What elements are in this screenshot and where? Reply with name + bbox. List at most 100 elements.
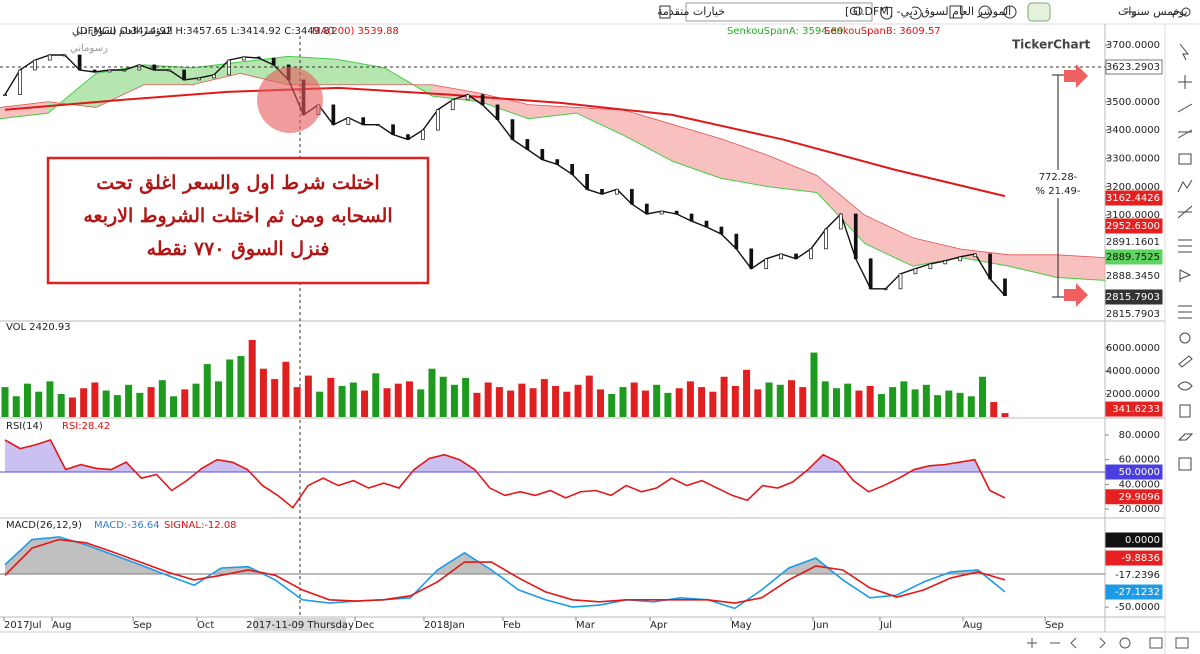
volume-bar <box>866 385 874 417</box>
zoom-in[interactable] <box>1027 638 1037 648</box>
measure-bg <box>1034 170 1082 198</box>
fit-button[interactable] <box>1149 637 1163 649</box>
annotation-box <box>46 156 430 285</box>
axis-label: 3162.4426 <box>1106 193 1160 204</box>
search-icon[interactable] <box>853 6 863 16</box>
symbol-input[interactable] <box>685 2 873 22</box>
annotation-line: اختلت شرط اول والسعر اغلق تحت <box>96 172 379 194</box>
x-tick-label: 2018Jan <box>424 620 465 631</box>
symbol-text[interactable]: الموشر العام لسوق دبي- [GI.DFM] <box>845 5 1011 18</box>
reset-button[interactable] <box>1119 637 1131 649</box>
magnet-tool[interactable] <box>1179 332 1191 344</box>
axis-label-box <box>1105 489 1163 505</box>
axis-label-box <box>1105 190 1163 206</box>
rsi-value-label: RSI:28.42 <box>62 421 110 432</box>
cursor-tool[interactable] <box>1179 43 1190 61</box>
candle <box>644 203 649 215</box>
lock-tool[interactable] <box>1179 404 1191 418</box>
layout-button[interactable] <box>1175 637 1189 649</box>
redo-button[interactable] <box>880 6 893 20</box>
tool-button[interactable] <box>1003 5 1017 19</box>
levels-tool[interactable] <box>1178 239 1192 253</box>
x-tick-label: 2017Jul <box>4 620 42 631</box>
tool-button[interactable] <box>949 5 963 19</box>
axis-label: 3623.2903 <box>1106 62 1160 73</box>
candle <box>1003 278 1007 296</box>
volume-bar <box>597 389 605 417</box>
volume-bar <box>731 385 739 417</box>
signal-line <box>4 538 1006 604</box>
range-icon[interactable] <box>1124 8 1136 16</box>
volume-bar <box>709 391 717 417</box>
x-tick-label: May <box>731 620 752 631</box>
line-tool[interactable] <box>1177 103 1193 113</box>
signal-value-label: SIGNAL:-12.08 <box>164 520 237 531</box>
advanced-options[interactable]: خيارات متقدمة <box>657 5 725 18</box>
x-tick-label: Feb <box>503 620 521 631</box>
candle <box>421 129 425 140</box>
delete-tool[interactable] <box>1178 457 1192 471</box>
flag-tool[interactable] <box>1179 269 1192 282</box>
candle <box>182 69 186 81</box>
volume-bar <box>698 387 706 417</box>
scroll-left[interactable] <box>1070 637 1077 649</box>
toolbar <box>0 0 1200 24</box>
volume-bar <box>776 384 784 417</box>
undo-button[interactable] <box>909 6 922 20</box>
axis-label-box <box>1105 550 1163 566</box>
volume-bar <box>743 369 751 417</box>
volume-bar <box>641 390 649 417</box>
settings-tool[interactable] <box>1178 305 1192 319</box>
axis-label-box <box>1105 218 1163 234</box>
ray-tool[interactable] <box>1177 129 1193 139</box>
volume-bar <box>653 384 661 417</box>
eye-tool[interactable] <box>1177 381 1193 391</box>
x-tick-label: Jul <box>879 620 892 631</box>
span-b-label: SenkouSpanB: 3609.57 <box>824 26 941 37</box>
pattern-tool[interactable] <box>1177 179 1193 193</box>
y-tick-label: 20.0000 <box>1119 504 1160 515</box>
axis-label-box <box>1105 59 1163 75</box>
span-b-line <box>0 73 1106 259</box>
y-tick-label: 60.0000 <box>1119 455 1160 466</box>
axis-label: 0.0000 <box>1125 535 1160 546</box>
volume-bar <box>462 377 470 417</box>
period-icon[interactable] <box>1181 7 1191 17</box>
y-tick-label: 3200.0000 <box>1106 182 1160 193</box>
tool-button[interactable] <box>978 5 992 19</box>
annotation-line: السحابه ومن ثم اختلت الشروط الاربعه <box>83 205 392 227</box>
volume-bar <box>394 383 402 417</box>
brush-tool[interactable] <box>1178 355 1193 368</box>
axis-label: 2889.7525 <box>1106 252 1160 263</box>
advanced-icon[interactable] <box>659 5 671 19</box>
crosshair-tool[interactable] <box>1178 75 1192 89</box>
volume-bar <box>181 389 189 417</box>
cloud-segment <box>672 124 721 179</box>
candle <box>406 134 410 140</box>
fib-tool[interactable] <box>1177 205 1193 219</box>
channel-tool[interactable] <box>1178 153 1192 165</box>
axis-label: 2815.7903 <box>1106 309 1160 320</box>
span-a-line <box>0 55 1106 281</box>
cloud-segment <box>624 110 673 162</box>
draw-tool-button[interactable] <box>1027 2 1051 22</box>
candle <box>898 273 903 290</box>
cloud-segment <box>864 215 913 267</box>
volume-bar <box>495 387 503 417</box>
volume-bar <box>80 388 88 417</box>
cloud-segment <box>528 104 577 119</box>
volume-bar <box>922 384 930 417</box>
scroll-right[interactable] <box>1099 637 1106 649</box>
candle <box>271 57 276 66</box>
x-tick-label: Dec <box>355 620 374 631</box>
volume-bar <box>237 356 245 417</box>
x-tick-label: Oct <box>197 620 214 631</box>
volume-bar <box>832 388 840 417</box>
sidebar <box>1177 43 1194 471</box>
volume-bar <box>304 375 312 417</box>
candle <box>913 268 918 275</box>
eraser-tool[interactable] <box>1177 433 1194 441</box>
crosshair-date: 2017-11-09 Thursday <box>246 620 354 631</box>
candle <box>719 226 724 235</box>
candle <box>62 54 67 57</box>
